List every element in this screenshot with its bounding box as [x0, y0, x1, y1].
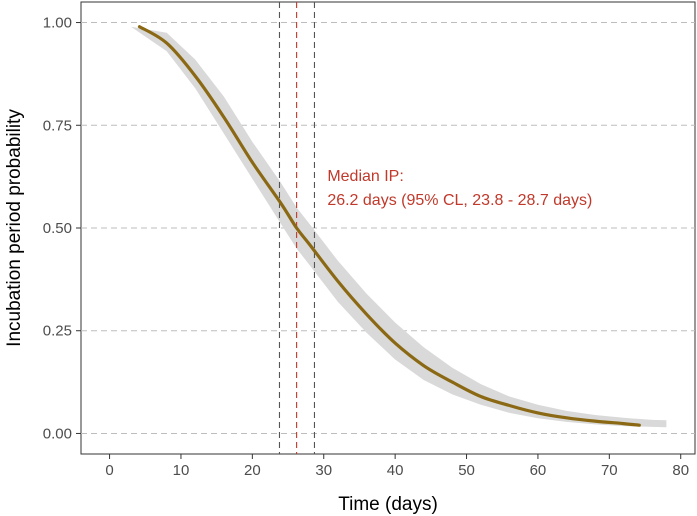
x-tick-label-7: 70 — [601, 462, 618, 479]
grid-lines — [81, 22, 695, 434]
x-tick-label-6: 60 — [530, 462, 547, 479]
y-axis-title: Incubation period probability — [4, 109, 25, 347]
y-tick-label-3: 0.75 — [43, 117, 72, 134]
x-axis-ticks: 0 10 20 30 40 50 60 70 80 — [105, 454, 689, 479]
y-axis-ticks: 0.00 0.25 0.50 0.75 1.00 — [43, 15, 81, 442]
survival-curve-group — [137, 25, 641, 427]
x-tick-label-1: 10 — [173, 462, 190, 479]
x-tick-label-2: 20 — [244, 462, 261, 479]
y-tick-label-1: 0.25 — [43, 323, 72, 340]
y-tick-label-4: 1.00 — [43, 15, 72, 32]
survival-curve-0 — [137, 25, 641, 427]
x-tick-label-0: 0 — [105, 462, 113, 479]
x-tick-label-4: 40 — [387, 462, 404, 479]
annotation-line-1: Median IP: — [327, 168, 403, 185]
x-axis-title: Time (days) — [338, 494, 438, 515]
y-tick-label-2: 0.50 — [43, 220, 72, 237]
y-tick-label-0: 0.00 — [43, 425, 72, 442]
x-tick-label-5: 50 — [458, 462, 475, 479]
x-tick-label-3: 30 — [315, 462, 332, 479]
x-tick-label-8: 80 — [672, 462, 689, 479]
annotation-line-2: 26.2 days (95% CL, 23.8 - 28.7 days) — [327, 192, 592, 209]
